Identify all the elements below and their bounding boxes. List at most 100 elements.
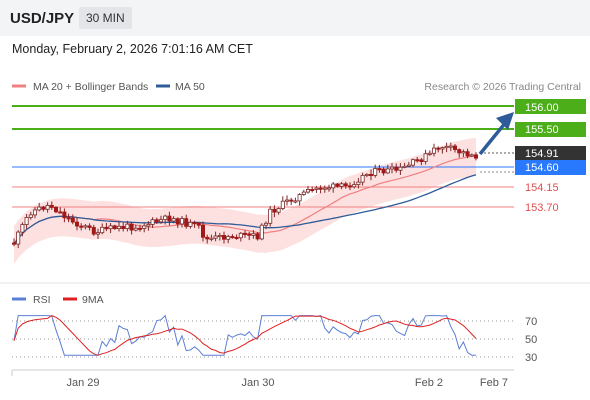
candle-body xyxy=(326,187,331,190)
candle-body xyxy=(255,233,260,240)
candle-body xyxy=(192,221,197,224)
candle-body xyxy=(163,215,168,221)
candle-body xyxy=(339,183,344,187)
candle-body xyxy=(179,218,184,225)
candle-body xyxy=(175,218,180,225)
candle-body xyxy=(234,236,239,239)
level-tag-current xyxy=(515,146,586,161)
rsi-legend-label: RSI xyxy=(33,294,51,306)
candle-body xyxy=(226,236,231,240)
candle-body xyxy=(205,236,210,240)
candle-body xyxy=(301,191,306,195)
candle-body xyxy=(79,225,84,228)
candle-body xyxy=(343,183,348,187)
candle-body xyxy=(66,217,71,220)
candle-body xyxy=(347,185,352,188)
candle-body xyxy=(268,208,273,224)
candle-body xyxy=(293,200,298,203)
candle-body xyxy=(314,187,319,190)
candle-body xyxy=(217,235,222,238)
level-tag-156 xyxy=(515,99,586,114)
level-label-15370: 153.70 xyxy=(525,202,559,214)
candle-body xyxy=(221,235,226,240)
candle-body xyxy=(276,208,281,213)
candle-body xyxy=(37,206,42,211)
candle-body xyxy=(389,166,394,170)
candle-body xyxy=(436,147,441,150)
candle-body xyxy=(423,153,428,162)
ma50-legend-label: MA 50 xyxy=(175,81,205,93)
candle-body xyxy=(184,218,189,227)
candle-body xyxy=(100,226,105,234)
candle-body xyxy=(154,219,159,223)
level-label-156: 156.00 xyxy=(525,102,559,114)
candle-body xyxy=(121,225,126,229)
x-label-jan29: Jan 29 xyxy=(66,377,99,389)
candle-body xyxy=(213,235,218,239)
timeframe-button[interactable]: 30 MIN xyxy=(79,7,132,29)
candle-body xyxy=(310,189,315,192)
candle-body xyxy=(427,152,432,155)
level-label-pivot: 154.60 xyxy=(525,162,559,174)
candle-body xyxy=(133,227,138,231)
x-label-jan30: Jan 30 xyxy=(241,377,274,389)
x-label-feb7: Feb 7 xyxy=(480,377,508,389)
rsi-ma-line xyxy=(13,315,477,356)
candle-body xyxy=(415,159,420,162)
candle-body xyxy=(24,217,29,225)
rsi-line xyxy=(13,314,476,356)
candle-body xyxy=(368,173,373,176)
candle-body xyxy=(70,217,75,223)
candle-body xyxy=(167,215,172,222)
ma50-line xyxy=(13,174,477,245)
candle-body xyxy=(242,232,247,235)
candle-body xyxy=(410,159,415,166)
candle-body xyxy=(452,145,457,150)
candle-body xyxy=(318,187,323,190)
candle-body xyxy=(465,151,470,157)
candle-body xyxy=(356,181,361,185)
candlesticks xyxy=(11,142,478,249)
candle-body xyxy=(385,168,390,174)
candle-body xyxy=(62,211,67,219)
candle-body xyxy=(448,145,453,148)
candle-body xyxy=(394,166,399,171)
candle-body xyxy=(259,224,264,240)
level-label-current: 154.91 xyxy=(525,148,559,160)
candle-body xyxy=(104,226,109,230)
candle-body xyxy=(297,194,302,202)
x-label-feb2: Feb 2 xyxy=(415,377,443,389)
candle-body xyxy=(280,200,285,209)
candle-body xyxy=(112,225,117,229)
candle-body xyxy=(16,231,21,245)
candle-body xyxy=(33,209,38,216)
chart-header: USD/JPY 30 MIN xyxy=(0,0,590,36)
rsi-tick-30: 30 xyxy=(525,352,537,364)
level-label-15550: 155.50 xyxy=(525,124,559,136)
forecast-arrow-shaft xyxy=(478,120,508,156)
candle-body xyxy=(457,149,462,154)
candle-body xyxy=(230,236,235,239)
candle-body xyxy=(11,242,16,245)
candle-body xyxy=(335,183,340,187)
candle-body xyxy=(364,173,369,176)
bollinger-band xyxy=(14,137,476,264)
candle-body xyxy=(305,189,310,193)
rsi-ma-legend-label: 9MA xyxy=(82,294,104,306)
candle-body xyxy=(352,184,357,188)
candle-body xyxy=(117,225,122,229)
candle-body xyxy=(125,223,130,229)
candle-body xyxy=(129,223,134,231)
candle-body xyxy=(28,214,33,218)
candle-body xyxy=(41,206,46,210)
candle-body xyxy=(200,224,205,238)
candle-body xyxy=(146,223,151,227)
candle-body xyxy=(461,151,466,154)
candle-body xyxy=(373,168,378,176)
candle-body xyxy=(473,154,478,159)
candle-body xyxy=(289,199,294,202)
candle-body xyxy=(58,211,63,214)
candle-body xyxy=(96,232,101,235)
candle-body xyxy=(54,207,59,213)
candle-body xyxy=(209,237,214,240)
